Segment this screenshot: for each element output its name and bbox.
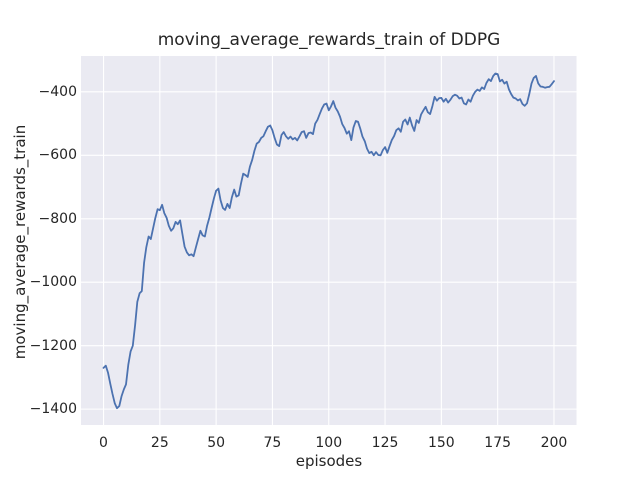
y-tick-label: −800	[38, 210, 77, 227]
y-tick-label: −1400	[29, 401, 77, 418]
x-tick-label: 75	[263, 435, 282, 451]
x-tick-label: 25	[150, 435, 169, 451]
x-tick-label: 50	[207, 435, 226, 451]
x-tick-label: 0	[99, 435, 108, 451]
y-tick-label: −600	[38, 147, 77, 164]
y-axis-label: moving_average_rewards_train	[11, 124, 29, 360]
y-tick-label: −400	[38, 83, 77, 100]
y-tick-label: −1200	[29, 337, 77, 354]
x-tick-label: 100	[315, 435, 343, 451]
x-tick-label: 200	[540, 435, 568, 451]
chart-title: moving_average_rewards_train of DDPG	[157, 30, 501, 50]
x-tick-label: 175	[484, 435, 512, 451]
x-tick-label: 150	[427, 435, 455, 451]
x-tick-label: 125	[371, 435, 399, 451]
y-tick-label: −1000	[29, 274, 77, 291]
x-axis-label: episodes	[295, 452, 363, 470]
data-line-moving_average_rewards_train	[102, 72, 555, 410]
